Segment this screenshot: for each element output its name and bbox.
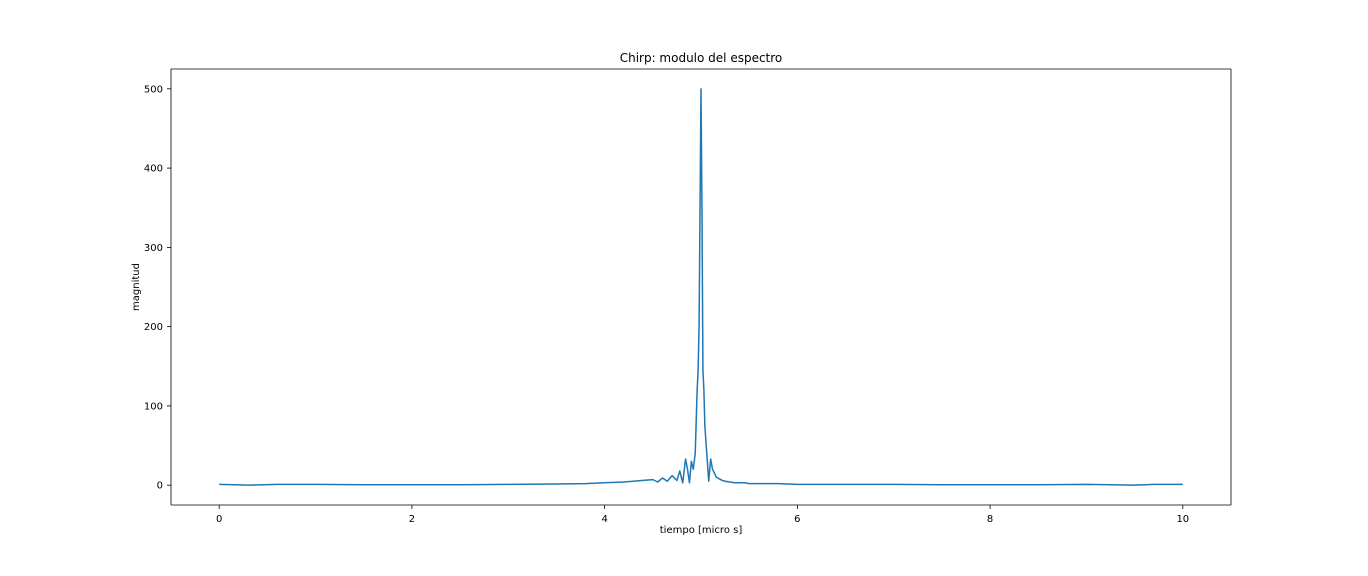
y-tick-label: 100 xyxy=(144,401,163,412)
x-tick-label: 2 xyxy=(409,514,415,525)
y-tick-label: 500 xyxy=(144,84,163,95)
series-line-0 xyxy=(219,88,1183,486)
y-tick-label: 0 xyxy=(157,481,163,492)
x-tick-label: 10 xyxy=(1176,514,1189,525)
y-axis-label: magnitud xyxy=(131,263,142,311)
x-tick-label: 6 xyxy=(794,514,800,525)
chart-title: Chirp: modulo del espectro xyxy=(620,51,783,65)
x-tick-label: 4 xyxy=(601,514,607,525)
x-axis-label: tiempo [micro s] xyxy=(660,525,743,536)
y-tick-label: 400 xyxy=(144,164,163,175)
y-tick-label: 300 xyxy=(144,243,163,254)
y-tick-label: 200 xyxy=(144,322,163,333)
x-tick-label: 0 xyxy=(216,514,222,525)
x-tick-label: 8 xyxy=(987,514,993,525)
